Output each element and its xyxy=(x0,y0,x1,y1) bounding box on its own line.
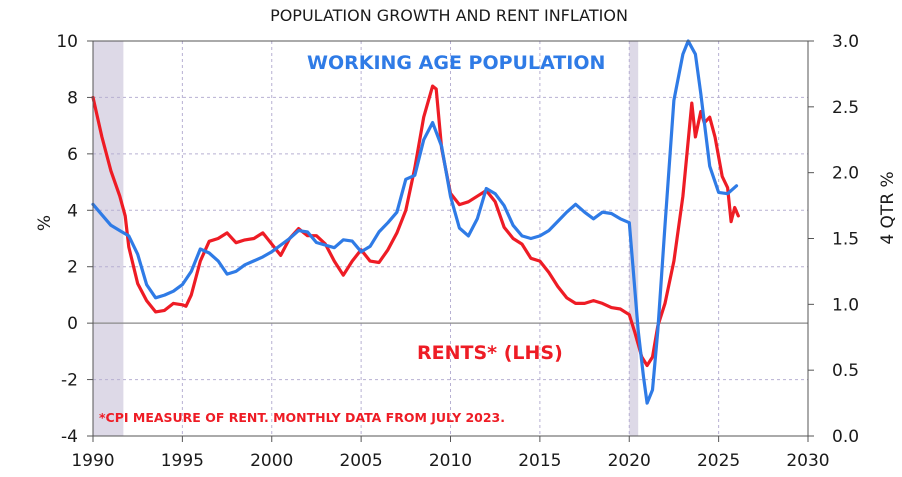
y-tick-label-right: 1.0 xyxy=(832,295,859,315)
population-annotation: WORKING AGE POPULATION xyxy=(307,52,605,74)
y-tick-label-left: 0 xyxy=(67,314,78,334)
y-tick-label-right: 0.5 xyxy=(832,361,859,381)
y-tick-label-left: 10 xyxy=(56,32,78,52)
x-tick-label: 2005 xyxy=(339,451,382,471)
recession-band xyxy=(629,41,639,436)
x-tick-label: 1995 xyxy=(161,451,204,471)
x-tick-label: 2030 xyxy=(786,451,829,471)
y-tick-label-left: -2 xyxy=(61,371,78,391)
y-tick-label-right: 1.5 xyxy=(832,230,859,250)
y-axis-label-left: % xyxy=(35,215,55,231)
recession-band xyxy=(93,41,124,436)
x-tick-label: 2010 xyxy=(429,451,472,471)
x-tick-label: 1990 xyxy=(71,451,114,471)
y-tick-label-left: -4 xyxy=(61,427,78,447)
y-tick-label-right: 3.0 xyxy=(832,32,859,52)
series-lines xyxy=(91,39,740,405)
y-axis-label-right: 4 QTR % xyxy=(878,171,898,244)
footnote: *CPI MEASURE OF RENT. MONTHLY DATA FROM … xyxy=(99,410,505,425)
y-tick-label-right: 2.0 xyxy=(832,164,859,184)
y-tick-label-left: 4 xyxy=(67,201,78,221)
grid xyxy=(93,41,808,436)
recession-bands xyxy=(93,41,639,436)
tick-labels: 10 8 6 4 2 0 -2 -4 3.0 2.5 2.0 1.5 1.0 0.5 0.0 1990 1995… xyxy=(56,32,859,471)
x-tick-label: 2000 xyxy=(250,451,293,471)
chart-title: POPULATION GROWTH AND RENT INFLATION xyxy=(270,6,628,25)
x-tick-label: 2025 xyxy=(697,451,740,471)
plot-frame xyxy=(87,40,814,442)
y-tick-label-left: 8 xyxy=(67,88,78,108)
y-tick-label-left: 6 xyxy=(67,145,78,165)
y-tick-label-left: 2 xyxy=(67,258,78,278)
y-tick-label-right: 2.5 xyxy=(832,98,859,118)
x-tick-label: 2015 xyxy=(518,451,561,471)
x-tick-label: 2020 xyxy=(608,451,651,471)
population-line xyxy=(91,39,739,405)
rents-annotation: RENTS* (LHS) xyxy=(417,342,563,364)
y-tick-label-right: 0.0 xyxy=(832,427,859,447)
